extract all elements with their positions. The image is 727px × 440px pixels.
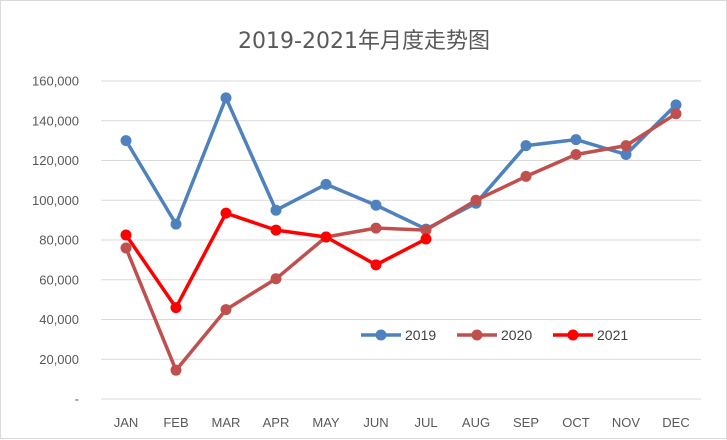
data-point bbox=[620, 140, 632, 152]
x-tick-label: MAY bbox=[312, 415, 340, 430]
legend-marker bbox=[375, 329, 387, 341]
y-tick-label: 80,000 bbox=[39, 233, 79, 248]
legend-marker bbox=[471, 329, 483, 341]
x-tick-label: JUL bbox=[414, 415, 437, 430]
x-tick-label: MAR bbox=[212, 415, 241, 430]
legend: 2019 2020 2021 bbox=[361, 327, 628, 343]
series-2021 bbox=[120, 207, 432, 314]
data-point bbox=[320, 231, 332, 243]
data-point bbox=[570, 149, 582, 161]
legend-label: 2021 bbox=[597, 327, 628, 343]
x-tick-label: FEB bbox=[163, 415, 188, 430]
data-point bbox=[220, 92, 232, 104]
series-2019 bbox=[120, 92, 682, 235]
data-point bbox=[470, 194, 482, 206]
x-tick-label: SEP bbox=[513, 415, 539, 430]
data-point bbox=[670, 99, 682, 111]
y-axis-ticks: - 20,000 40,000 60,000 80,000 100,000 120,000 1… bbox=[32, 74, 79, 407]
x-tick-label: DEC bbox=[662, 415, 689, 430]
data-point bbox=[420, 224, 432, 236]
y-tick-label: 60,000 bbox=[39, 272, 79, 287]
x-tick-label: OCT bbox=[562, 415, 590, 430]
legend-label: 2019 bbox=[405, 327, 436, 343]
data-point bbox=[370, 259, 382, 271]
data-point bbox=[420, 233, 432, 245]
y-tick-label: - bbox=[75, 392, 79, 407]
data-point bbox=[370, 222, 382, 234]
chart-title: 2019-2021年月度走势图 bbox=[238, 29, 490, 54]
data-point bbox=[120, 242, 132, 254]
x-tick-label: JAN bbox=[114, 415, 139, 430]
legend-item: 2020 bbox=[457, 327, 532, 343]
x-axis-ticks: JAN FEB MAR APR MAY JUN JUL AUG SEP OCT NOV DEC bbox=[114, 415, 690, 430]
x-tick-label: AUG bbox=[462, 415, 490, 430]
legend-item: 2021 bbox=[553, 327, 628, 343]
data-point bbox=[370, 199, 382, 211]
data-point bbox=[120, 229, 132, 241]
data-point bbox=[520, 140, 532, 152]
data-point bbox=[570, 134, 582, 146]
y-tick-label: 120,000 bbox=[32, 153, 79, 168]
data-point bbox=[120, 135, 132, 147]
x-tick-label: NOV bbox=[612, 415, 641, 430]
legend-marker bbox=[567, 329, 579, 341]
data-point bbox=[520, 170, 532, 182]
data-point bbox=[270, 204, 282, 216]
legend-item: 2019 bbox=[361, 327, 436, 343]
y-tick-label: 20,000 bbox=[39, 352, 79, 367]
data-point bbox=[220, 207, 232, 219]
series-line bbox=[124, 96, 678, 231]
data-point bbox=[320, 178, 332, 190]
series-line bbox=[124, 112, 678, 372]
x-tick-label: APR bbox=[263, 415, 290, 430]
data-point bbox=[220, 304, 232, 316]
x-tick-label: JUN bbox=[363, 415, 388, 430]
data-point bbox=[170, 364, 182, 376]
y-tick-label: 100,000 bbox=[32, 193, 79, 208]
legend-label: 2020 bbox=[501, 327, 532, 343]
data-point bbox=[270, 224, 282, 236]
data-point bbox=[170, 302, 182, 314]
data-point bbox=[270, 273, 282, 285]
data-point bbox=[670, 108, 682, 120]
y-tick-label: 160,000 bbox=[32, 74, 79, 89]
data-point bbox=[620, 149, 632, 161]
y-tick-label: 40,000 bbox=[39, 312, 79, 327]
data-point bbox=[170, 218, 182, 230]
y-tick-label: 140,000 bbox=[32, 113, 79, 128]
series-lines bbox=[120, 92, 682, 376]
